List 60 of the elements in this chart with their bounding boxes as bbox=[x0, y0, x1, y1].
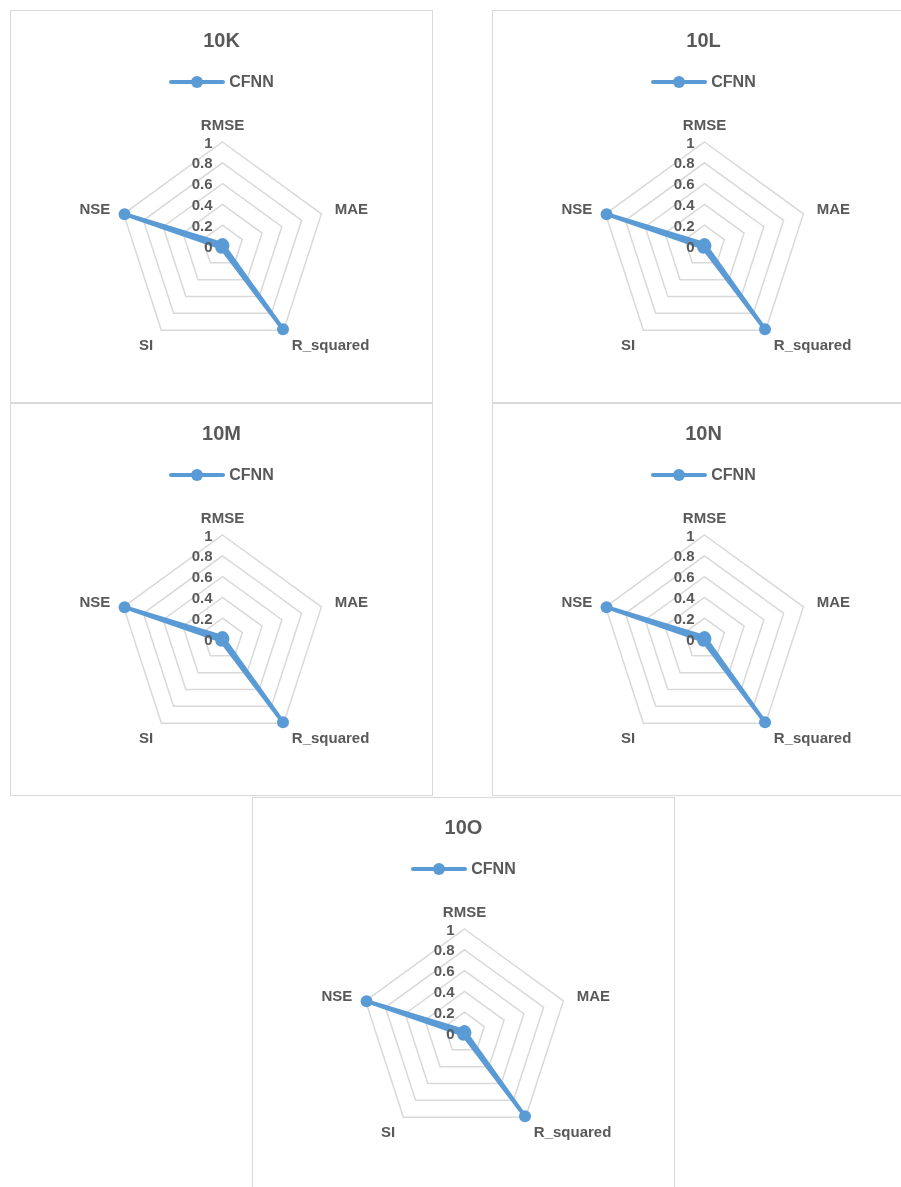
y-tick-label: 1 bbox=[204, 526, 213, 544]
legend-label: CFNN bbox=[711, 73, 756, 91]
spoke-label: RMSE bbox=[200, 508, 245, 526]
y-tick-label: 1 bbox=[686, 526, 695, 544]
spoke-label: RMSE bbox=[682, 508, 727, 526]
y-tick-label: 1 bbox=[686, 133, 695, 151]
y-tick-label: 0.2 bbox=[673, 609, 695, 627]
y-tick-label: 1 bbox=[204, 133, 213, 151]
spoke-label: SI bbox=[138, 729, 154, 747]
y-tick-label: 0.8 bbox=[191, 154, 213, 172]
spoke-label: MAE bbox=[576, 986, 611, 1004]
spoke-label: R_squared bbox=[773, 336, 852, 354]
y-tick-label: 0.8 bbox=[673, 154, 695, 172]
y-tick-label: 0.6 bbox=[673, 568, 695, 586]
legend-label: CFNN bbox=[229, 73, 274, 91]
spoke-label: SI bbox=[620, 336, 636, 354]
y-tick-label: 0.4 bbox=[191, 588, 214, 606]
spoke-label: NSE bbox=[561, 199, 593, 217]
spoke-label: NSE bbox=[79, 199, 111, 217]
y-tick-label: 0.2 bbox=[191, 216, 213, 234]
legend-label: CFNN bbox=[229, 466, 274, 484]
y-tick-label: 0.8 bbox=[433, 941, 455, 959]
spoke-label: NSE bbox=[561, 592, 593, 610]
spoke-label: SI bbox=[138, 336, 154, 354]
y-tick-label: 1 bbox=[446, 920, 455, 938]
y-tick-label: 0.6 bbox=[673, 175, 695, 193]
y-tick-label: 0.4 bbox=[673, 588, 696, 606]
y-tick-label: 0.6 bbox=[191, 175, 213, 193]
y-tick-label: 0.4 bbox=[191, 195, 214, 213]
y-tick-label: 0.2 bbox=[191, 609, 213, 627]
chart-title: 10M bbox=[201, 422, 242, 446]
legend-label: CFNN bbox=[711, 466, 756, 484]
spoke-label: MAE bbox=[816, 592, 851, 610]
y-tick-label: 0.4 bbox=[433, 982, 456, 1000]
y-tick-label: 0.6 bbox=[433, 962, 455, 980]
y-tick-label: 0.8 bbox=[191, 547, 213, 565]
spoke-label: MAE bbox=[816, 199, 851, 217]
spoke-label: MAE bbox=[334, 199, 369, 217]
spoke-label: NSE bbox=[321, 986, 353, 1004]
spoke-label: RMSE bbox=[682, 115, 727, 133]
spoke-label: SI bbox=[380, 1123, 396, 1141]
spoke-label: R_squared bbox=[773, 729, 852, 747]
y-tick-label: 0.6 bbox=[191, 568, 213, 586]
spoke-label: MAE bbox=[334, 592, 369, 610]
y-tick-label: 0.4 bbox=[673, 195, 696, 213]
y-tick-label: 0.8 bbox=[673, 547, 695, 565]
chart-title: 10L bbox=[685, 29, 722, 53]
chart-title: 10O bbox=[443, 816, 484, 840]
chart-title: 10K bbox=[202, 29, 241, 53]
spoke-label: R_squared bbox=[533, 1123, 612, 1141]
spoke-label: RMSE bbox=[200, 115, 245, 133]
chart-title: 10N bbox=[684, 422, 723, 446]
legend-label: CFNN bbox=[471, 860, 516, 878]
spoke-label: RMSE bbox=[442, 902, 487, 920]
spoke-label: R_squared bbox=[291, 729, 370, 747]
spoke-label: NSE bbox=[79, 592, 111, 610]
y-tick-label: 0.2 bbox=[673, 216, 695, 234]
spoke-label: R_squared bbox=[291, 336, 370, 354]
spoke-label: SI bbox=[620, 729, 636, 747]
y-tick-label: 0.2 bbox=[433, 1003, 455, 1021]
